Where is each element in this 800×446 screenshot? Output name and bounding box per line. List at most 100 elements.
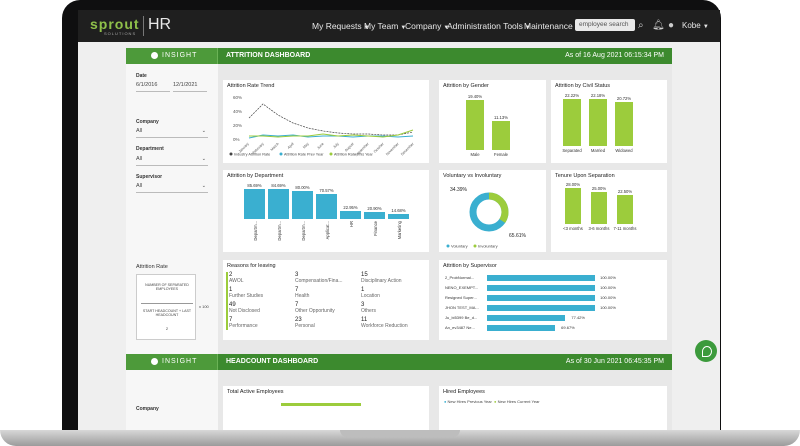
month-label: June bbox=[316, 142, 324, 150]
date-from-input[interactable]: 6/1/2016 bbox=[136, 82, 170, 92]
reason-item: 7 Other Opportunity bbox=[295, 302, 335, 314]
bar[interactable] bbox=[563, 98, 581, 146]
month-label: April bbox=[287, 142, 295, 150]
nav-my-team[interactable]: My Team ▼ bbox=[364, 21, 406, 31]
as-of-timestamp: As of 16 Aug 2021 06:15:34 PM bbox=[565, 52, 664, 59]
chevron-down-icon: ⌄ bbox=[201, 183, 206, 189]
supervisor-select[interactable]: All ⌄ bbox=[136, 183, 208, 193]
reason-label: Location bbox=[361, 293, 380, 299]
bar-label: Separated bbox=[562, 148, 582, 153]
bar[interactable] bbox=[364, 211, 385, 219]
bar-label: Finance bbox=[372, 221, 378, 236]
reason-label: Disciplinary Action bbox=[361, 278, 402, 284]
search-icon[interactable]: ⌕ bbox=[638, 20, 644, 31]
reason-label: Compensation/Fina... bbox=[295, 278, 343, 284]
bar[interactable] bbox=[617, 195, 633, 224]
reason-item: 3 Compensation/Fina... bbox=[295, 272, 343, 284]
attrition-gender-card: Attrition by Gender 19.40% Male 11.13% Fema… bbox=[439, 80, 546, 163]
chat-bubble-button[interactable] bbox=[695, 340, 717, 362]
supervisor-value: 100.00% bbox=[595, 285, 621, 291]
bar-label: Marketing bbox=[396, 221, 402, 240]
brand-logo[interactable]: sprout bbox=[90, 16, 140, 32]
bar-value: 20.72% bbox=[616, 95, 632, 101]
supervisor-bar[interactable] bbox=[487, 315, 590, 321]
bar[interactable] bbox=[591, 191, 607, 224]
nav-maintenance[interactable]: Maintenance▼ bbox=[524, 21, 581, 31]
reason-count: 23 bbox=[295, 317, 302, 323]
supervisor-bar[interactable] bbox=[487, 295, 619, 301]
supervisor-bar[interactable] bbox=[487, 325, 579, 331]
screen: sprout SOLUTIONS HR My Requests ▼ My Team… bbox=[78, 10, 720, 430]
reason-count: 3 bbox=[295, 272, 299, 278]
legend-item: Involuntary bbox=[478, 244, 498, 249]
bar[interactable] bbox=[466, 99, 484, 150]
bell-icon[interactable]: 🔔︎ bbox=[652, 20, 665, 31]
bar[interactable] bbox=[340, 210, 361, 219]
month-label: October bbox=[373, 141, 385, 153]
bar-label: HR bbox=[348, 221, 354, 228]
company-select[interactable]: All ⌄ bbox=[136, 128, 208, 138]
formula-multiplier: x 100 bbox=[199, 304, 209, 309]
bar-value: 22.50% bbox=[617, 189, 633, 195]
supervisor-bar[interactable] bbox=[487, 285, 619, 291]
chevron-down-icon: ▼ bbox=[524, 25, 531, 31]
bar[interactable] bbox=[492, 121, 510, 150]
bar[interactable] bbox=[615, 101, 633, 146]
supervisor-value: 77.42% bbox=[565, 315, 592, 321]
leaf-icon bbox=[151, 52, 158, 59]
card-title: Reasons for leaving bbox=[227, 263, 276, 269]
reason-count: 1 bbox=[229, 287, 233, 293]
attrition-header: INSIGHT ATTRITION DASHBOARD As of 16 Aug… bbox=[126, 48, 672, 64]
user-avatar-icon[interactable]: ● bbox=[668, 20, 675, 31]
supervisor-value: 69.67% bbox=[554, 325, 581, 331]
nav-company[interactable]: Company ▼ bbox=[405, 21, 449, 31]
legend-item: New Hires Previous Year bbox=[447, 399, 492, 404]
headcount-content: Total Active Employees Hired Employees ●… bbox=[218, 370, 672, 430]
bar[interactable] bbox=[292, 190, 313, 219]
involuntary-value: 65.61% bbox=[509, 233, 527, 239]
bar[interactable] bbox=[589, 98, 607, 146]
reason-item: 2 AWOL bbox=[229, 272, 244, 284]
reason-label: Health bbox=[295, 293, 310, 299]
bar[interactable] bbox=[244, 188, 265, 219]
reason-count: 11 bbox=[361, 317, 368, 323]
department-select[interactable]: All ⌄ bbox=[136, 156, 208, 166]
bar-value: 20.90% bbox=[367, 205, 382, 211]
y-tick: 20% bbox=[233, 123, 242, 128]
user-menu[interactable]: Kobe ▼ bbox=[682, 21, 709, 30]
chevron-down-icon: ▼ bbox=[702, 24, 709, 30]
supervisor-bar[interactable] bbox=[487, 305, 619, 311]
supervisor-bar[interactable] bbox=[487, 275, 619, 281]
legend-item: New Hires Current Year bbox=[497, 399, 540, 404]
nav-label: Administration Tools bbox=[447, 21, 523, 31]
this-year-line bbox=[249, 129, 414, 138]
supervisor-name: 2_ProbNormal... bbox=[445, 275, 475, 280]
nav-my-requests[interactable]: My Requests ▼ bbox=[312, 21, 370, 31]
date-label: Date bbox=[136, 73, 147, 79]
reason-count: 3 bbox=[361, 302, 365, 308]
dashboard-title: ATTRITION DASHBOARD bbox=[226, 52, 311, 59]
y-tick: 0% bbox=[233, 137, 240, 142]
attrition-civil-card: Attrition by Civil Status 22.22% Separate… bbox=[551, 80, 667, 163]
card-title: Attrition by Gender bbox=[443, 83, 489, 89]
bar[interactable] bbox=[268, 188, 289, 219]
bar[interactable] bbox=[316, 193, 337, 219]
reason-label: Other Opportunity bbox=[295, 308, 335, 314]
nav-administration-tools[interactable]: Administration Tools ▼ bbox=[447, 21, 531, 31]
bar-value: 25.00% bbox=[591, 185, 607, 191]
insight-label: INSIGHT bbox=[162, 358, 198, 365]
bar[interactable] bbox=[388, 213, 409, 219]
bar-value: 84.69% bbox=[271, 182, 286, 188]
bar[interactable] bbox=[565, 188, 581, 224]
reason-label: Workforce Reduction bbox=[361, 323, 408, 329]
date-to-input[interactable]: 12/1/2021 bbox=[173, 82, 207, 92]
attrition-department-card: Attrition by Department 85.69% Departm...… bbox=[223, 170, 429, 252]
voluntary-value: 34.39% bbox=[450, 187, 468, 193]
total-active-bar bbox=[281, 403, 361, 406]
company-label: Company bbox=[136, 119, 159, 125]
nav-label: Company bbox=[405, 21, 442, 31]
employee-search-input[interactable]: employee search bbox=[575, 19, 635, 31]
reason-label: Others bbox=[361, 308, 377, 314]
legend-dot-icon: ● bbox=[494, 399, 497, 404]
